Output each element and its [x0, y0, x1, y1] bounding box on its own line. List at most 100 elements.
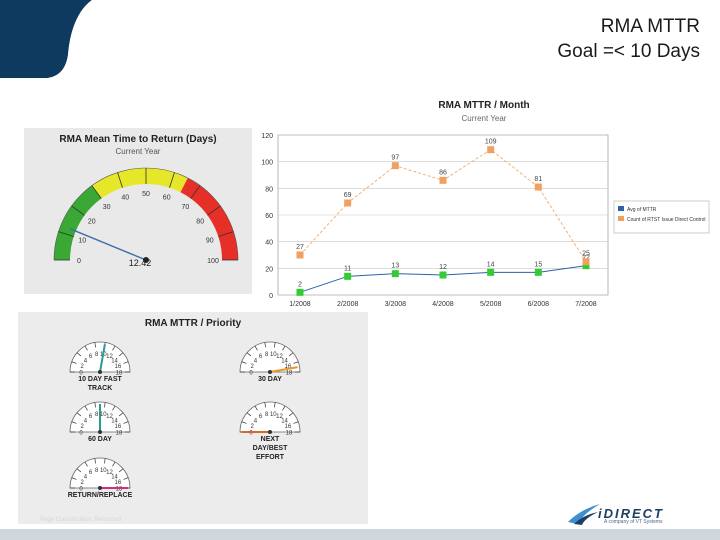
priority-gauge-scale-label: 6: [89, 354, 93, 360]
priority-gauge-scale-label: 18: [286, 431, 293, 437]
priority-gauge-scale-label: 14: [111, 474, 118, 480]
priority-gauge-scale-label: 6: [259, 414, 263, 420]
footer-note: Page Classification: Restricted: [40, 517, 122, 523]
gauge-tick: [117, 172, 123, 188]
main-gauge-dial: 0 10 20 30 40 50 60 70 80 90 100 12.42: [53, 167, 239, 268]
priority-gauge-scale-label: 14: [111, 418, 118, 424]
legend-swatch: [618, 206, 624, 211]
priority-gauge-scale-label: 10: [270, 412, 277, 418]
gauge-scale-label: 50: [142, 191, 150, 198]
priority-gauge-tick: [273, 402, 276, 408]
priority-gauge-scale-label: 10: [100, 412, 107, 418]
data-point: [487, 146, 495, 154]
legend-box: [613, 200, 710, 234]
y-tick-label: 60: [265, 213, 273, 220]
data-label: 27: [296, 244, 304, 251]
priority-gauge-scale-label: 10: [100, 468, 107, 474]
priority-gauge-tick: [76, 412, 82, 417]
priority-gauge-tick: [71, 361, 77, 364]
priority-gauge-scale-label: 8: [265, 352, 269, 358]
gauge-value-label: 12.42: [129, 258, 152, 268]
x-tick-label: 3/2008: [385, 301, 407, 308]
priority-gauge-tick: [282, 405, 286, 411]
gauge-band-1: [91, 168, 188, 199]
data-label: 14: [487, 261, 495, 268]
priority-gauge-label: EFFORT: [256, 454, 285, 461]
data-label: 69: [344, 192, 352, 199]
priority-gauge-label: DAY/BEST: [253, 445, 288, 452]
gauge-band-0: [54, 185, 102, 261]
x-tick-label: 4/2008: [432, 301, 454, 308]
priority-gauge-scale-label: 0: [79, 487, 83, 493]
x-tick-label: 6/2008: [528, 301, 550, 308]
priority-gauge-scale-label: 18: [116, 487, 123, 493]
priority-gauge-tick: [84, 345, 88, 351]
priority-gauge-scale-label: 16: [115, 424, 122, 430]
priority-gauge-scale-label: 0: [249, 371, 253, 377]
priority-gauge-tick: [241, 361, 247, 364]
priority-gauge-scale-label: 12: [276, 354, 283, 360]
main-gauge-subtitle: Current Year: [115, 147, 161, 156]
data-point: [391, 270, 399, 278]
priority-gauge-needle: [99, 344, 106, 373]
priority-gauge-tick: [118, 412, 124, 417]
priority-gauge-tick: [123, 421, 129, 424]
y-tick-label: 40: [265, 240, 273, 247]
data-point: [344, 199, 352, 207]
priority-gauge-label: 30 DAY: [258, 376, 282, 383]
priority-gauge-scale-label: 2: [250, 364, 254, 370]
chart-title: RMA MTTR / Month: [438, 100, 529, 111]
priority-gauge-scale-label: 6: [259, 354, 263, 360]
priority-gauge-tick: [76, 468, 82, 473]
priority-gauge-scale-label: 2: [80, 424, 84, 430]
priority-gauge-tick: [293, 361, 299, 364]
priority-gauges: 02468101214161810 DAY FASTTRACK024681012…: [68, 341, 301, 499]
priority-gauge-tick: [94, 342, 97, 348]
x-tick-label: 1/2008: [289, 301, 311, 308]
data-label: 86: [439, 169, 447, 176]
footer-logo-tagline: A company of VT Systems: [604, 519, 663, 525]
data-label: 12: [439, 264, 447, 271]
priority-gauge-hub: [98, 370, 102, 374]
priority-gauge-tick: [282, 345, 286, 351]
priority-gauge-face: [239, 401, 301, 433]
data-point: [439, 176, 447, 184]
priority-gauge-tick: [264, 402, 267, 408]
priority-gauge-scale-label: 18: [116, 371, 123, 377]
priority-gauge-label: TRACK: [88, 385, 113, 392]
priority-gauge-scale-label: 14: [281, 358, 288, 364]
gauge-needle: [69, 228, 147, 261]
priority-gauge-scale-label: 12: [106, 354, 113, 360]
priority-gauge-scale-label: 6: [89, 414, 93, 420]
priority-gauge-hub: [98, 430, 102, 434]
priority-gauge-tick: [118, 468, 124, 473]
priority-gauge-scale-label: 8: [265, 412, 269, 418]
priority-gauge-tick: [264, 342, 267, 348]
gauge-scale-label: 60: [163, 194, 171, 201]
priority-gauge-scale-label: 14: [281, 418, 288, 424]
slide-title: RMA MTTR Goal =< 10 Days: [557, 14, 700, 64]
data-point: [582, 258, 590, 266]
priority-gauge-scale-label: 16: [115, 364, 122, 370]
x-tick-label: 5/2008: [480, 301, 502, 308]
priority-gauge-label: 60 DAY: [88, 436, 112, 443]
priority-gauge-tick: [246, 352, 252, 357]
gauge-scale-label: 80: [196, 219, 204, 226]
data-label: 13: [391, 263, 399, 270]
gauge-scale-label: 10: [78, 237, 86, 244]
priority-gauge-scale-label: 4: [254, 418, 258, 424]
data-point: [534, 268, 542, 276]
priority-gauge-tick: [94, 402, 97, 408]
data-point: [534, 183, 542, 191]
gauge-scale-label: 30: [103, 204, 111, 211]
priority-gauge-scale-label: 16: [115, 480, 122, 486]
gauge-scale-label: 70: [181, 204, 189, 211]
gauge-tick: [169, 172, 175, 188]
corner-brand-shape: [0, 0, 118, 78]
priority-gauge-tick: [246, 412, 252, 417]
gauge-scale-label: 40: [121, 194, 129, 201]
data-point: [487, 268, 495, 276]
